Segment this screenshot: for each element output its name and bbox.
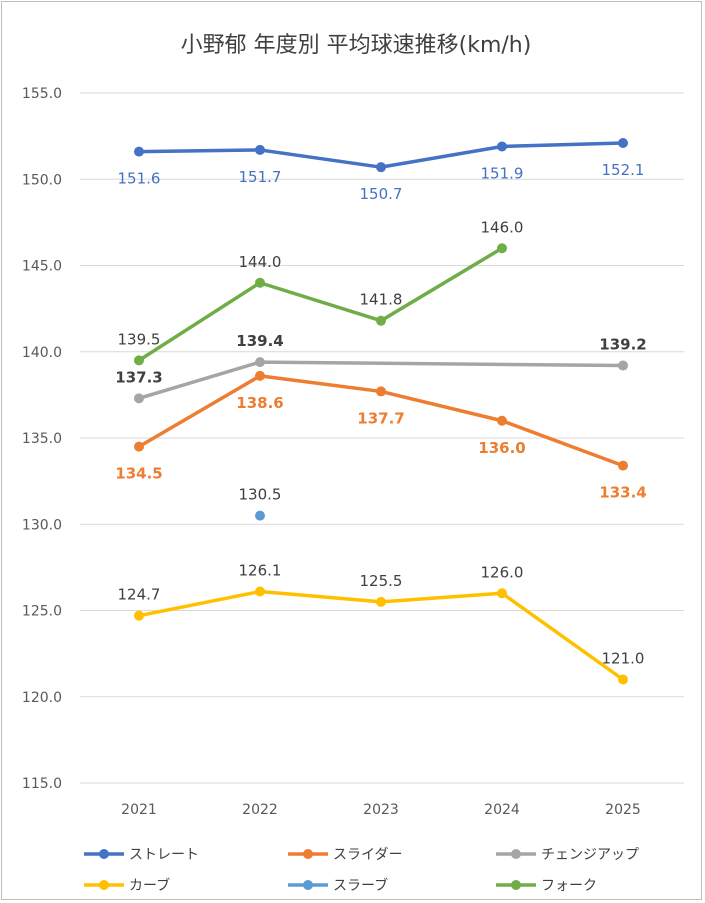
data-label: 152.1 [602, 161, 645, 179]
data-label: 139.2 [599, 336, 646, 354]
y-tick-label: 130.0 [22, 517, 62, 533]
series-group [134, 357, 628, 404]
y-tick-label: 145.0 [22, 259, 62, 275]
x-tick-label: 2023 [363, 802, 399, 818]
plot-area [134, 138, 628, 685]
data-point [255, 586, 265, 597]
data-label: 137.7 [357, 409, 404, 427]
series-group [134, 370, 628, 471]
data-point [497, 415, 507, 426]
data-label: 134.5 [115, 465, 162, 483]
legend-marker [99, 880, 109, 890]
data-label: 141.8 [360, 291, 403, 309]
legend-marker [511, 880, 521, 890]
data-label: 125.5 [360, 572, 403, 590]
legend-label: ストレート [129, 847, 199, 863]
data-label: 130.5 [239, 486, 282, 504]
data-label: 126.0 [481, 563, 524, 581]
legend-label: フォーク [541, 878, 597, 894]
legend-item: カーブ [84, 877, 170, 894]
data-label: 146.0 [481, 218, 524, 236]
legend-marker [99, 849, 109, 859]
data-label: 136.0 [478, 439, 525, 457]
data-point [134, 146, 144, 157]
data-point [618, 674, 628, 685]
y-tick-label: 140.0 [22, 345, 62, 361]
data-labels: 151.6 151.7 150.7 151.9 152.1 134.5 138.6 137.7… [115, 161, 646, 667]
y-tick-label: 125.0 [22, 604, 62, 620]
data-point [255, 357, 265, 368]
data-point [255, 277, 265, 288]
legend-item: ストレート [84, 847, 199, 863]
data-point [134, 441, 144, 452]
legend-label: カーブ [129, 877, 170, 894]
series-group [134, 138, 628, 173]
data-point [134, 355, 144, 366]
series-group [134, 586, 628, 685]
data-point [376, 315, 386, 326]
data-point [618, 460, 628, 471]
data-point [255, 510, 265, 521]
data-point [376, 596, 386, 607]
legend-label: スラーブ [333, 877, 388, 894]
y-tick-label: 150.0 [22, 172, 62, 188]
y-tick-label: 135.0 [22, 431, 62, 447]
data-label: 124.7 [118, 586, 161, 604]
legend-label: スライダー [333, 847, 402, 863]
data-point [255, 144, 265, 155]
data-label: 151.9 [481, 164, 524, 182]
data-point [134, 393, 144, 404]
data-label: 121.0 [602, 650, 645, 668]
data-point [376, 386, 386, 397]
data-point [497, 243, 507, 254]
data-label: 151.6 [118, 170, 161, 188]
x-tick-label: 2021 [121, 802, 157, 818]
series-line [137, 246, 504, 363]
x-tick-label: 2024 [484, 802, 520, 818]
data-label: 139.5 [118, 330, 161, 348]
data-point [134, 610, 144, 621]
data-label: 144.0 [239, 253, 282, 271]
data-label: 133.4 [599, 484, 646, 502]
data-label: 150.7 [360, 185, 403, 203]
legend-marker [511, 849, 521, 859]
legend-label: チェンジアップ [541, 847, 639, 863]
x-tick-label: 2022 [242, 802, 278, 818]
data-label: 139.4 [236, 332, 283, 350]
series-group [255, 510, 265, 521]
data-label: 126.1 [239, 562, 282, 580]
legend-item: チェンジアップ [496, 847, 639, 863]
data-point [618, 360, 628, 371]
legend-item: スライダー [288, 847, 402, 863]
y-tick-label: 115.0 [22, 776, 62, 792]
legend-item: フォーク [496, 878, 597, 894]
series-group [134, 243, 507, 366]
y-tick-label: 120.0 [22, 690, 62, 706]
data-point [376, 162, 386, 173]
chart-title: 小野郁 年度別 平均球速推移(km/h) [181, 33, 532, 58]
data-label: 151.7 [239, 168, 282, 186]
data-label: 138.6 [236, 394, 283, 412]
y-axis: 115.0 120.0 125.0 130.0 135.0 140.0 145.0 150.0… [22, 86, 62, 792]
y-tick-label: 155.0 [22, 86, 62, 102]
data-point [255, 370, 265, 381]
data-point [497, 141, 507, 152]
legend-marker [303, 849, 313, 859]
legend-item: スラーブ [288, 877, 388, 894]
data-point [497, 588, 507, 599]
data-label: 137.3 [115, 368, 162, 386]
grid-layer [80, 92, 684, 784]
x-tick-label: 2025 [605, 802, 641, 818]
data-point [618, 138, 628, 149]
legend-marker [303, 880, 313, 890]
x-axis: 2021 2022 2023 2024 2025 [121, 802, 641, 818]
